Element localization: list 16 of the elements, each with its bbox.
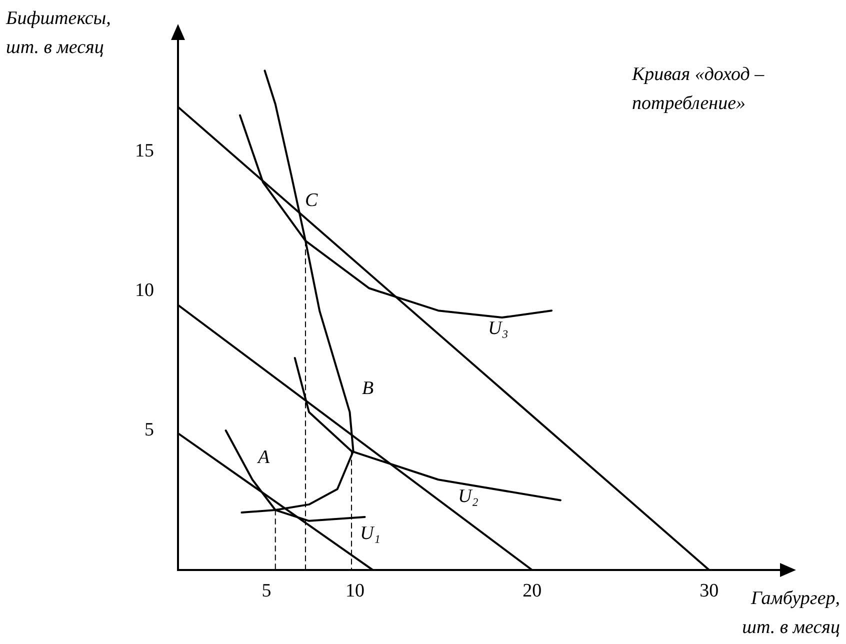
- annotation: U₂: [458, 485, 480, 509]
- annotation: U₁: [360, 522, 382, 546]
- annotation: A: [258, 446, 271, 470]
- annotation: B: [362, 377, 375, 401]
- y-axis-title: Бифштексы, шт. в месяц: [6, 7, 112, 60]
- annotation: Кривая «доход – потребление»: [632, 63, 766, 116]
- annotation: U₃: [488, 317, 510, 341]
- y-tick-label: 5: [144, 420, 154, 441]
- annotation: C: [305, 189, 319, 213]
- x-tick-label: 20: [522, 580, 542, 602]
- x-tick-label: 30: [700, 580, 719, 602]
- x-tick-label: 10: [346, 580, 365, 602]
- x-tick-label: 5: [262, 580, 272, 602]
- y-tick-label: 15: [135, 140, 154, 162]
- x-axis-title: Гамбургер, шт. в месяц: [742, 588, 840, 638]
- y-tick-label: 10: [135, 280, 154, 302]
